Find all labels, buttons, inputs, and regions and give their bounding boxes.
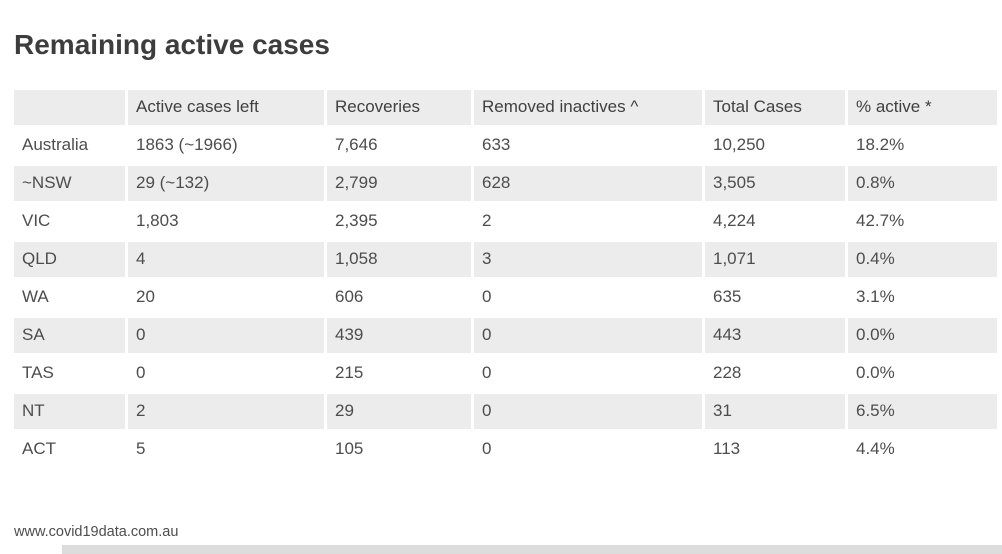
removed-cell: 633 — [474, 128, 702, 163]
recoveries-cell: 1,058 — [327, 242, 471, 277]
total-cell: 443 — [705, 318, 845, 353]
active-cell: 0 — [128, 356, 324, 391]
header-region — [14, 90, 125, 125]
active-cases-table-wrapper: Active cases left Recoveries Removed ina… — [11, 87, 997, 470]
region-cell: TAS — [14, 356, 125, 391]
header-total-cases: Total Cases — [705, 90, 845, 125]
header-removed-inactives: Removed inactives ^ — [474, 90, 702, 125]
table-row: ACT 5 105 0 113 4.4% — [14, 432, 997, 467]
active-cell: 29 (~132) — [128, 166, 324, 201]
active-cases-table: Active cases left Recoveries Removed ina… — [11, 87, 1000, 470]
removed-cell: 0 — [474, 356, 702, 391]
pct-cell: 3.1% — [848, 280, 997, 315]
recoveries-cell: 7,646 — [327, 128, 471, 163]
pct-cell: 6.5% — [848, 394, 997, 429]
removed-cell: 3 — [474, 242, 702, 277]
active-cell: 2 — [128, 394, 324, 429]
region-cell: Australia — [14, 128, 125, 163]
total-cell: 10,250 — [705, 128, 845, 163]
recoveries-cell: 215 — [327, 356, 471, 391]
header-pct-active: % active * — [848, 90, 997, 125]
total-cell: 635 — [705, 280, 845, 315]
table-row: WA 20 606 0 635 3.1% — [14, 280, 997, 315]
region-cell: SA — [14, 318, 125, 353]
table-row: SA 0 439 0 443 0.0% — [14, 318, 997, 353]
active-cell: 1,803 — [128, 204, 324, 239]
table-row: ~NSW 29 (~132) 2,799 628 3,505 0.8% — [14, 166, 997, 201]
table-body: Australia 1863 (~1966) 7,646 633 10,250 18.2%… — [14, 128, 997, 467]
pct-cell: 18.2% — [848, 128, 997, 163]
total-cell: 228 — [705, 356, 845, 391]
region-cell: VIC — [14, 204, 125, 239]
pct-cell: 42.7% — [848, 204, 997, 239]
region-cell: ~NSW — [14, 166, 125, 201]
bottom-gray-bar — [62, 545, 1002, 554]
header-row: Active cases left Recoveries Removed ina… — [14, 90, 997, 125]
recoveries-cell: 2,395 — [327, 204, 471, 239]
recoveries-cell: 439 — [327, 318, 471, 353]
page-title: Remaining active cases — [14, 28, 330, 60]
active-cell: 20 — [128, 280, 324, 315]
table-row: QLD 4 1,058 3 1,071 0.4% — [14, 242, 997, 277]
pct-cell: 0.0% — [848, 356, 997, 391]
pct-cell: 0.8% — [848, 166, 997, 201]
recoveries-cell: 29 — [327, 394, 471, 429]
header-active-cases-left: Active cases left — [128, 90, 324, 125]
region-cell: QLD — [14, 242, 125, 277]
removed-cell: 0 — [474, 318, 702, 353]
active-cell: 4 — [128, 242, 324, 277]
removed-cell: 0 — [474, 394, 702, 429]
pct-cell: 0.0% — [848, 318, 997, 353]
region-cell: NT — [14, 394, 125, 429]
recoveries-cell: 2,799 — [327, 166, 471, 201]
total-cell: 1,071 — [705, 242, 845, 277]
total-cell: 31 — [705, 394, 845, 429]
removed-cell: 0 — [474, 432, 702, 467]
removed-cell: 628 — [474, 166, 702, 201]
recoveries-cell: 606 — [327, 280, 471, 315]
recoveries-cell: 105 — [327, 432, 471, 467]
total-cell: 4,224 — [705, 204, 845, 239]
pct-cell: 4.4% — [848, 432, 997, 467]
table-row: TAS 0 215 0 228 0.0% — [14, 356, 997, 391]
pct-cell: 0.4% — [848, 242, 997, 277]
total-cell: 113 — [705, 432, 845, 467]
region-cell: WA — [14, 280, 125, 315]
table-row: Australia 1863 (~1966) 7,646 633 10,250 18.2% — [14, 128, 997, 163]
removed-cell: 2 — [474, 204, 702, 239]
table-header: Active cases left Recoveries Removed ina… — [14, 90, 997, 125]
table-row: NT 2 29 0 31 6.5% — [14, 394, 997, 429]
active-cell: 5 — [128, 432, 324, 467]
table-row: VIC 1,803 2,395 2 4,224 42.7% — [14, 204, 997, 239]
active-cell: 0 — [128, 318, 324, 353]
source-url: www.covid19data.com.au — [14, 524, 179, 540]
active-cell: 1863 (~1966) — [128, 128, 324, 163]
header-recoveries: Recoveries — [327, 90, 471, 125]
region-cell: ACT — [14, 432, 125, 467]
total-cell: 3,505 — [705, 166, 845, 201]
removed-cell: 0 — [474, 280, 702, 315]
